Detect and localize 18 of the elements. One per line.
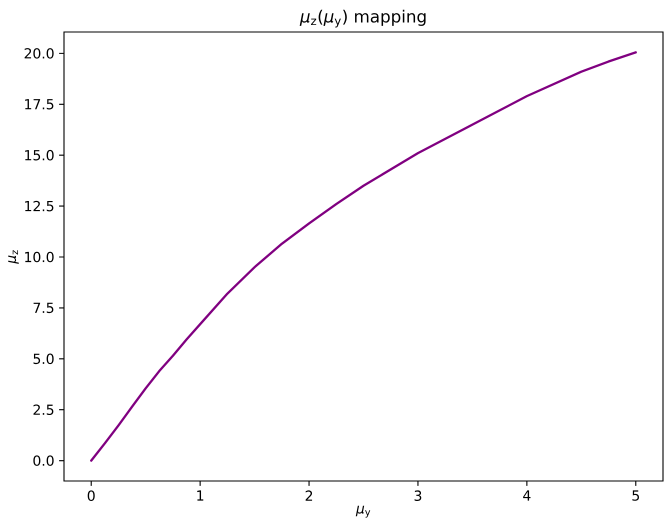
y-tick-label: 2.5	[33, 404, 54, 415]
y-tick-label: 12.5	[25, 200, 54, 212]
x-tick-label: 0	[88, 490, 95, 501]
y-tick-label: 5.0	[34, 354, 54, 364]
x-tick-label: 3	[414, 490, 422, 501]
chart-title: μ$_{z}$(μ$_{y}$) mapping	[300, 10, 426, 28]
y-tick-label: 15.0	[25, 150, 54, 160]
y-tick-label: 7.5	[34, 302, 54, 314]
x-tick-label: 4	[523, 490, 531, 501]
y-tick-label: 20.0	[24, 48, 54, 59]
y-tick-label: 10.0	[25, 252, 54, 262]
y-axis-title: μ$_{z}$	[8, 250, 19, 264]
x-tick-label: 5	[632, 490, 639, 501]
y-tick-label: 0.0	[33, 455, 54, 466]
x-tick-label: 1	[197, 490, 204, 501]
x-tick-label: 2	[306, 490, 312, 501]
x-axis-title: μ$_{y}$	[356, 506, 370, 518]
y-tick-label: 17.5	[25, 99, 54, 110]
